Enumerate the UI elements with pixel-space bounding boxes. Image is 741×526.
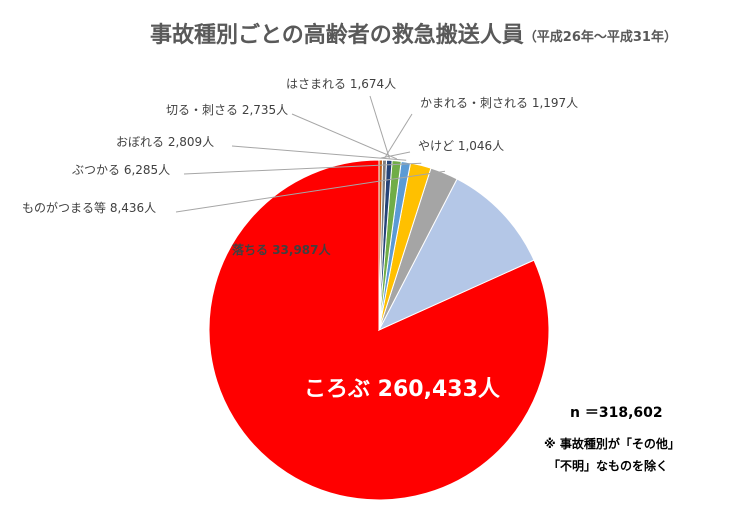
leader-line — [231, 145, 407, 161]
slice-label-name: 切る・刺さる — [166, 103, 242, 117]
slice-label-name: おぼれる — [116, 135, 168, 149]
slice-label: ころぶ 260,433人 — [304, 377, 500, 402]
slice-label-value: 1,674人 — [350, 77, 396, 91]
slice-label: かまれる・刺される 1,197人 — [420, 96, 578, 110]
slice-label: ぶつかる 6,285人 — [72, 163, 170, 177]
leader-line — [369, 95, 390, 159]
slice-label-value: 2,735人 — [242, 103, 288, 117]
leader-line — [291, 113, 398, 160]
slice-label: おぼれる 2,809人 — [116, 135, 214, 149]
slice-label: ものがつまる等 8,436人 — [22, 200, 156, 215]
slice-label-value: 260,433人 — [378, 377, 500, 402]
slice-label-name: ころぶ — [304, 377, 378, 402]
leader-line — [380, 151, 411, 159]
slice-label-value: 6,285人 — [124, 163, 170, 177]
slice-label-value: 1,197人 — [532, 96, 578, 110]
chart-title: 事故種別ごとの高齢者の救急搬送人員（平成26年～平成31年） — [150, 22, 677, 48]
pie-slices — [208, 159, 550, 501]
slice-label-value: 33,987人 — [272, 242, 331, 257]
slice-label-name: ものがつまる等 — [22, 200, 110, 215]
slice-label-name: やけど — [418, 139, 458, 153]
note-line-2: 「不明」なものを除く — [548, 458, 668, 473]
chart-title-main: 事故種別ごとの高齢者の救急搬送人員 — [150, 22, 524, 48]
slice-label-name: はさまれる — [286, 77, 350, 91]
chart-subtitle: （平成26年～平成31年） — [524, 29, 677, 45]
slice-label-value: 2,809人 — [168, 135, 214, 149]
slice-label-value: 1,046人 — [458, 139, 504, 153]
leader-line — [175, 170, 446, 213]
slice-label-name: ぶつかる — [72, 163, 124, 177]
slice-label: 切る・刺さる 2,735人 — [166, 103, 288, 117]
slice-label-name: かまれる・刺される — [420, 96, 532, 110]
slice-label-value: 8,436人 — [110, 201, 156, 215]
slice-labels: ころぶ 260,433人 落ちる 33,987人 ものがつまる等 8,436人 ぶつか… — [22, 77, 578, 402]
note-line-1: ※ 事故種別が「その他」 — [544, 436, 680, 451]
slice-label: やけど 1,046人 — [418, 139, 504, 153]
total-label: n ＝318,602 — [570, 405, 663, 421]
slice-label: はさまれる 1,674人 — [286, 77, 396, 91]
slice-label-name: 落ちる — [232, 242, 272, 257]
leader-line — [183, 162, 422, 175]
pie-slice — [377, 178, 535, 332]
leader-lines — [175, 95, 446, 213]
slice-label: 落ちる 33,987人 — [232, 242, 331, 257]
leader-line — [384, 113, 413, 159]
pie-slice — [378, 159, 384, 331]
